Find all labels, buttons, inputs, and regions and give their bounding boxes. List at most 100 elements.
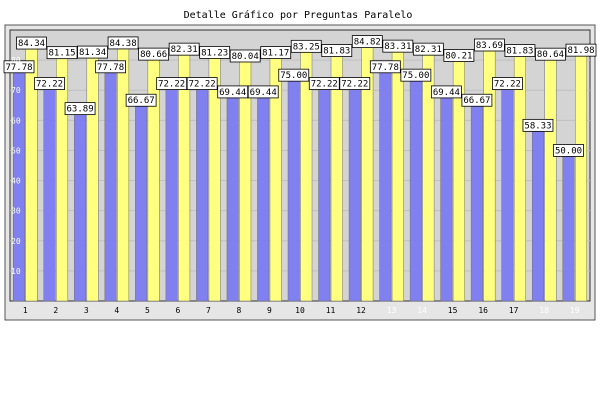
bar — [104, 66, 117, 302]
data-label-box — [504, 44, 536, 58]
data-label-box — [351, 35, 383, 48]
data-label: 66.67 — [463, 96, 490, 106]
bar — [501, 83, 514, 302]
x-tick-label: 17 — [509, 306, 519, 315]
bar — [330, 54, 343, 302]
x-tick-label: 12 — [356, 306, 366, 315]
data-label: 72.22 — [36, 80, 63, 90]
data-label-box — [199, 46, 231, 59]
data-label-box — [474, 38, 505, 52]
y-tick-label: 70 — [11, 86, 21, 95]
data-label: 72.22 — [158, 80, 185, 90]
data-label: 69.44 — [250, 88, 277, 98]
data-label-box — [400, 68, 432, 82]
bar — [513, 54, 526, 302]
y-tick-label: 60 — [11, 116, 21, 125]
data-label-box — [16, 36, 47, 50]
x-tick-labels: 1 2 3 4 5 6 7 8 9 10 11 12 13 14 15 16 17 18 19 — [23, 306, 580, 315]
data-label: 66.67 — [128, 96, 155, 106]
data-label: 77.78 — [5, 63, 32, 73]
data-label-box — [412, 42, 444, 56]
data-label: 81.83 — [506, 47, 533, 57]
data-label: 63.89 — [67, 105, 94, 115]
y-tick-label: 40 — [11, 177, 21, 186]
data-label: 80.66 — [140, 50, 167, 60]
data-label: 72.22 — [341, 80, 368, 90]
data-label: 84.34 — [18, 39, 45, 49]
data-label: 50.00 — [555, 146, 582, 156]
data-label: 82.31 — [171, 45, 198, 55]
data-label-box — [138, 47, 170, 61]
y-tick-label: 10 — [11, 267, 21, 276]
data-label: 84.82 — [354, 38, 381, 48]
data-label-box — [461, 93, 493, 107]
y-tick-label: 50 — [11, 146, 21, 155]
bar — [86, 55, 99, 302]
data-label: 80.21 — [445, 51, 472, 61]
bar — [544, 57, 557, 302]
x-tick-label: 1 — [23, 306, 28, 315]
data-label-box — [125, 93, 157, 107]
data-label: 81.83 — [323, 47, 350, 57]
x-tick-label: 16 — [478, 306, 488, 315]
x-tick-label: 8 — [237, 306, 242, 315]
data-label: 80.04 — [232, 52, 259, 62]
bar — [226, 91, 239, 302]
y-tick-label: 30 — [11, 207, 21, 216]
bar — [574, 53, 587, 302]
data-label: 80.64 — [537, 50, 564, 60]
data-label: 72.22 — [189, 80, 216, 90]
bar — [257, 91, 270, 302]
data-label-box — [107, 36, 139, 50]
data-label-box — [430, 85, 462, 99]
data-label-box — [46, 46, 78, 60]
data-label-box — [217, 85, 249, 99]
data-label: 72.22 — [494, 80, 521, 90]
x-tick-label: 11 — [326, 306, 336, 315]
x-tick-label: 10 — [295, 306, 305, 315]
bar — [318, 83, 331, 302]
x-tick-label: 2 — [53, 306, 58, 315]
data-label-box — [168, 42, 200, 56]
data-label-box — [95, 60, 126, 74]
x-tick-label: 19 — [570, 306, 580, 315]
data-label: 75.00 — [280, 71, 307, 81]
data-label: 84.38 — [110, 39, 137, 49]
data-label: 81.23 — [201, 48, 228, 58]
bar — [470, 99, 483, 302]
data-label-box — [278, 68, 310, 82]
data-label: 58.33 — [524, 121, 551, 131]
data-label-box — [369, 60, 401, 74]
data-label-box — [229, 49, 261, 63]
bar — [348, 83, 361, 302]
x-tick-label: 13 — [387, 306, 397, 315]
bar — [531, 125, 544, 302]
data-label-box — [247, 85, 279, 99]
data-label: 69.44 — [219, 88, 246, 98]
data-label-box — [308, 77, 340, 90]
bar — [43, 83, 56, 302]
bar — [562, 150, 575, 302]
y-tick-label: 20 — [11, 237, 21, 246]
chart-title: Detalle Gráfico por Preguntas Paralelo — [184, 9, 413, 21]
bar — [117, 46, 130, 302]
data-label-box — [34, 77, 65, 90]
x-tick-label: 5 — [145, 306, 150, 315]
bar — [135, 99, 148, 302]
data-label: 75.00 — [402, 71, 429, 81]
bar — [379, 66, 392, 302]
data-label-box — [321, 44, 353, 58]
data-label-box — [522, 118, 554, 132]
bar — [74, 108, 87, 302]
data-label-box — [64, 102, 96, 116]
data-label: 81.98 — [567, 46, 594, 56]
bar — [287, 74, 300, 302]
data-label: 81.17 — [262, 49, 289, 59]
data-label-box — [492, 77, 523, 90]
data-label-box — [443, 49, 475, 62]
data-label-box — [290, 39, 322, 53]
bar — [196, 83, 209, 302]
data-label-box — [339, 77, 371, 90]
